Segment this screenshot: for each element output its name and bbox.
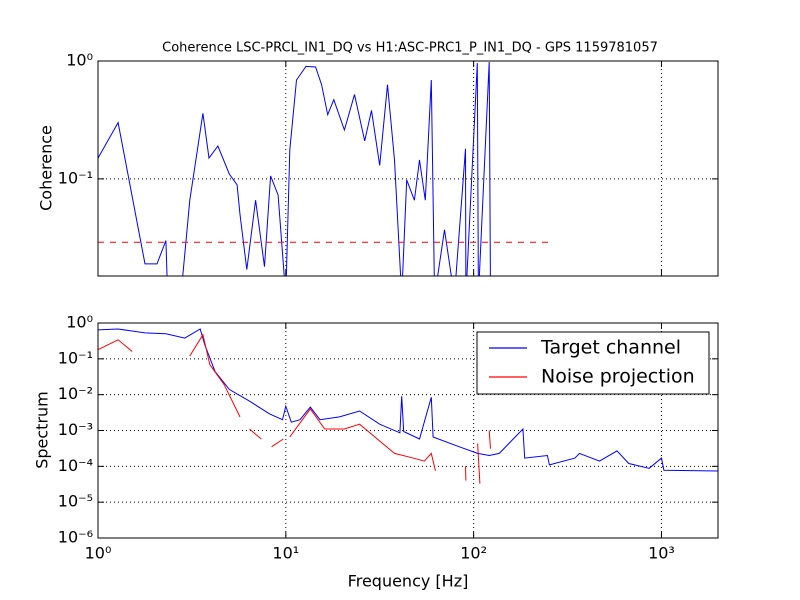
series-line bbox=[98, 61, 491, 276]
y-axis-label: Coherence bbox=[37, 125, 56, 211]
y-tick-label: 10⁻¹ bbox=[58, 168, 93, 187]
axes-frame bbox=[97, 322, 719, 539]
axes-frame bbox=[97, 60, 719, 277]
x-tick-label: 10² bbox=[460, 544, 487, 563]
y-tick-label: 10⁻⁵ bbox=[58, 492, 93, 511]
y-tick-label: 10⁰ bbox=[66, 313, 93, 332]
series-line bbox=[98, 333, 491, 484]
y-tick-label: 10⁻³ bbox=[58, 420, 93, 439]
y-tick-label: 10⁻⁴ bbox=[58, 456, 93, 475]
legend-box bbox=[476, 331, 710, 395]
y-tick-label: 10⁻² bbox=[58, 384, 93, 403]
legend-label: Noise projection bbox=[541, 366, 695, 388]
plot-area bbox=[98, 61, 552, 276]
x-tick-label: 10³ bbox=[648, 544, 675, 563]
legend-label: Target channel bbox=[540, 337, 681, 359]
chart-title: Coherence LSC-PRCL_IN1_DQ vs H1:ASC-PRC1… bbox=[162, 41, 658, 56]
y-tick-label: 10⁻⁶ bbox=[58, 528, 93, 547]
x-axis-label: Frequency [Hz] bbox=[348, 572, 469, 591]
y-tick-label: 10⁰ bbox=[66, 51, 93, 70]
plot-area bbox=[98, 328, 718, 484]
x-tick-label: 10⁰ bbox=[85, 544, 112, 563]
y-tick-label: 10⁻¹ bbox=[58, 348, 93, 367]
y-axis-label: Spectrum bbox=[33, 391, 52, 469]
x-tick-label: 10¹ bbox=[272, 544, 299, 563]
